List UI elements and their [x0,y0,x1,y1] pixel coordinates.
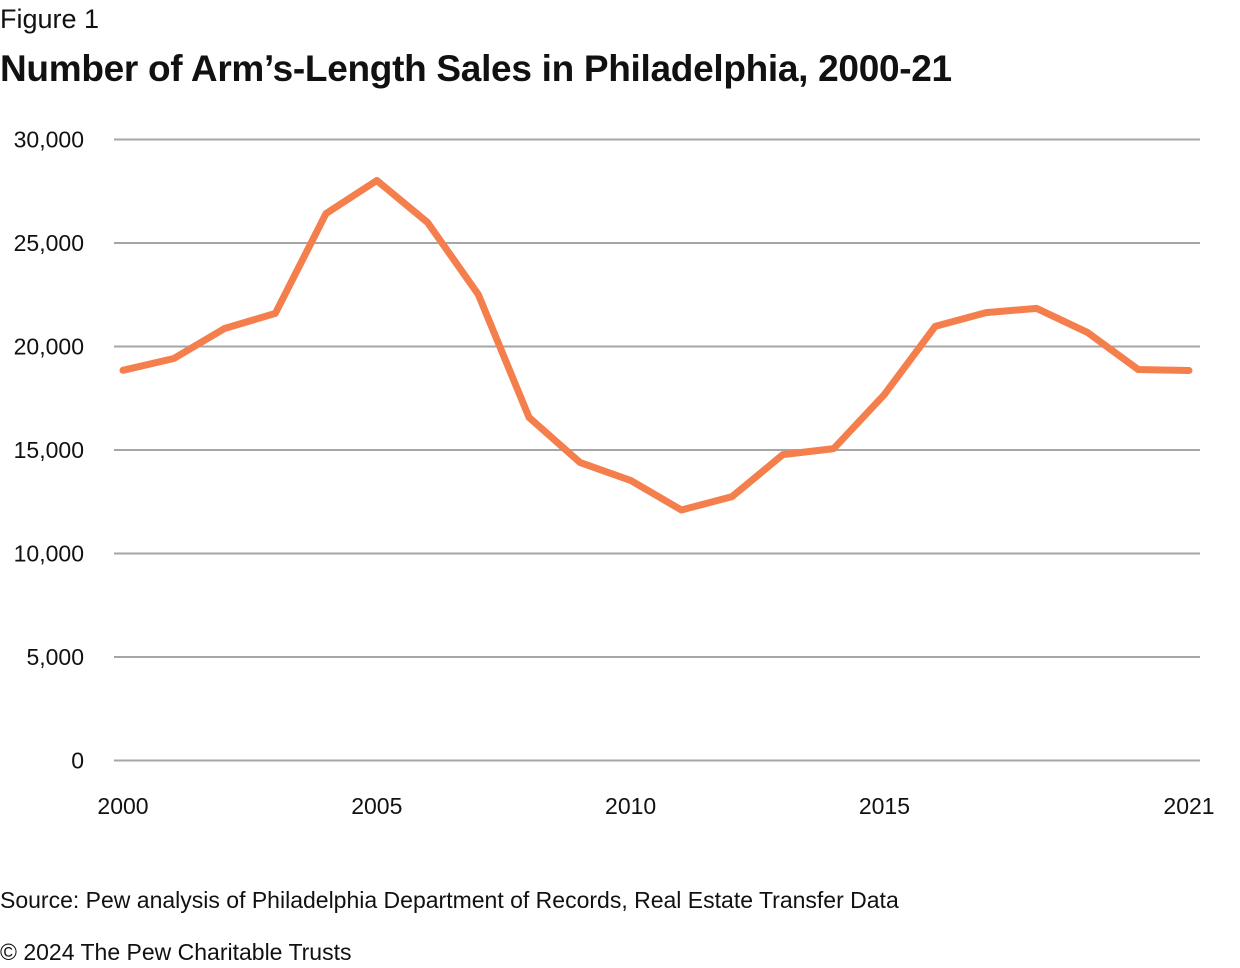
series-layer [119,177,1193,514]
y-axis-ticks: 0 5,000 10,000 15,000 20,000 25,000 30,000 [14,127,84,774]
y-tick-label: 20,000 [14,334,84,360]
figure-label: Figure 1 [0,4,100,34]
y-tick-label: 0 [71,748,84,774]
y-tick-label: 30,000 [14,127,84,153]
y-tick-label: 15,000 [14,437,84,463]
copyright-note: © 2024 The Pew Charitable Trusts [0,939,352,965]
y-tick-label: 5,000 [26,644,84,670]
x-tick-label: 2005 [351,793,402,819]
source-note: Source: Pew analysis of Philadelphia Dep… [0,887,899,913]
x-tick-label: 2010 [605,793,656,819]
x-tick-label: 2000 [97,793,148,819]
gridlines [114,138,1200,762]
series-line [119,177,1193,514]
x-axis-ticks: 2000 2005 2010 2015 2021 [97,793,1214,819]
x-tick-label: 2015 [859,793,910,819]
x-tick-label: 2021 [1163,793,1214,819]
chart-title: Number of Arm’s-Length Sales in Philadel… [0,48,952,89]
y-tick-label: 25,000 [14,230,84,256]
y-tick-label: 10,000 [14,541,84,567]
line-chart: 0 5,000 10,000 15,000 20,000 25,000 30,000 200… [14,127,1215,820]
